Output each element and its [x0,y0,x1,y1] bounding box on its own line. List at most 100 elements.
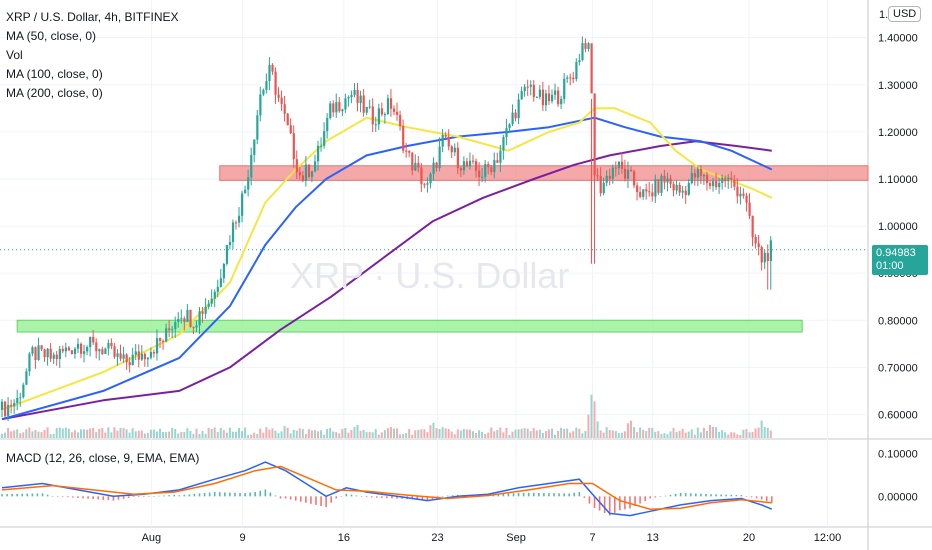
volume-bar [274,430,277,438]
candle-body [596,175,599,177]
volume-bar [198,433,201,438]
macd-histogram-bar [178,495,181,497]
candle-body [134,351,137,355]
time-tick-label: 7 [589,532,595,544]
price-tick-label: 1.20000 [878,127,918,139]
candle-body [514,112,517,119]
volume-bar [514,429,517,438]
volume-bar [602,432,605,438]
candle-body [554,90,557,95]
candle-body [222,263,226,279]
candle-body [80,343,83,354]
volume-bar [216,431,219,438]
volume-bar [335,432,338,438]
candle-body [22,384,25,398]
candle-body [256,115,259,140]
volume-bar [611,430,614,438]
volume-bar [432,422,435,438]
candle-body [295,159,298,173]
volume-bar [484,433,487,438]
volume-bar [277,433,280,438]
candle-body [329,103,332,119]
candle-body [31,347,34,354]
volume-bar [730,432,733,438]
candle-body [487,164,490,168]
indicator-ma200[interactable]: MA (200, close, 0) [6,86,103,100]
candle-body [739,193,742,197]
macd-histogram-bar [416,496,419,500]
candle-body [155,338,159,354]
candle-body [137,351,140,360]
macd-histogram-bar [56,496,59,497]
volume-bar [368,431,371,438]
candle-body [620,161,624,169]
candle-body [268,64,271,82]
macd-indicator-label[interactable]: MACD (12, 26, close, 9, EMA, EMA) [6,451,200,465]
candle-body [201,311,204,314]
volume-bar [146,433,149,438]
volume-bar [745,429,748,438]
candle-body [724,177,727,182]
candle-body [736,186,739,197]
macd-histogram-bar [254,492,257,497]
volume-bar [453,434,456,438]
macd-histogram-bar [234,492,236,497]
volume-bar [76,432,79,438]
macd-histogram-bar [760,496,763,500]
volume-bar [374,429,377,438]
candle-body [380,108,384,115]
volume-bar [353,427,356,438]
macd-histogram-bar [198,493,201,497]
macd-histogram-bar [87,496,89,499]
volume-bar [186,428,189,438]
candle-body [262,89,265,95]
candle-body [490,167,493,173]
candle-body [557,90,560,105]
candle-body [581,43,584,61]
price-tick-label: 1.00000 [878,221,918,233]
indicator-ma50[interactable]: MA (50, close, 0) [6,29,97,43]
volume-bar [204,433,207,438]
volume-bar [326,428,329,438]
volume-bar [70,432,73,438]
volume-bar [660,434,663,438]
volume-bar [672,428,675,438]
volume-bar [298,428,301,438]
volume-bar [292,429,295,438]
candle-body [423,184,426,186]
candle-body [37,345,40,360]
macd-histogram-bar [517,492,520,497]
macd-histogram-bar [710,494,712,497]
volume-bar [262,432,265,438]
candle-body [763,252,766,263]
candle-body [162,340,165,342]
candle-body [727,177,730,182]
currency-selector[interactable]: USD [888,6,922,22]
macd-histogram-bar [568,493,571,497]
macd-histogram-bar [396,496,398,499]
volume-bar [666,434,669,438]
volume-bar [122,428,125,438]
symbol-title[interactable]: XRP / U.S. Dollar, 4h, BITFINEX [6,10,179,24]
candle-body [721,177,724,183]
volume-bar [496,429,499,438]
macd-histogram-bar [446,495,449,497]
macd-histogram-bar [122,496,125,499]
candle-body [1,401,4,410]
candle-body [435,162,438,168]
macd-histogram-bar [558,493,560,497]
candle-body [447,136,450,147]
candle-body [189,310,192,327]
indicator-vol[interactable]: Vol [6,48,23,62]
volume-bar [623,431,626,438]
candle-body [681,190,684,193]
volume-bar [149,429,152,438]
ma100-line [1,116,773,421]
candle-body [468,160,472,167]
macd-histogram-bar [740,495,743,497]
volume-bar [766,427,769,438]
indicator-ma100[interactable]: MA (100, close, 0) [6,67,103,81]
candle-body [605,175,608,183]
time-tick-label: 20 [743,532,755,544]
